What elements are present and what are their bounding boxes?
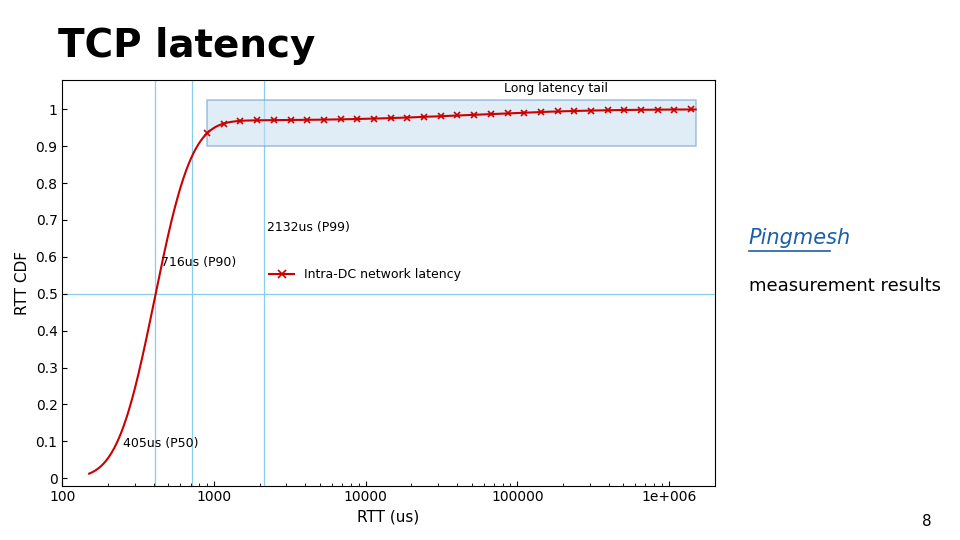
Text: 8: 8	[922, 514, 931, 529]
Text: 405us (P50): 405us (P50)	[123, 437, 199, 450]
Text: Long latency tail: Long latency tail	[504, 82, 608, 95]
Text: measurement results: measurement results	[749, 277, 941, 295]
Text: Pingmesh: Pingmesh	[749, 227, 852, 248]
Text: TCP latency: TCP latency	[58, 27, 315, 65]
Legend: Intra-DC network latency: Intra-DC network latency	[264, 263, 467, 286]
X-axis label: RTT (us): RTT (us)	[357, 510, 420, 525]
Y-axis label: RTT CDF: RTT CDF	[15, 251, 30, 315]
Text: 716us (P90): 716us (P90)	[160, 256, 236, 269]
Text: 2132us (P99): 2132us (P99)	[267, 221, 350, 234]
Bar	[207, 100, 696, 146]
